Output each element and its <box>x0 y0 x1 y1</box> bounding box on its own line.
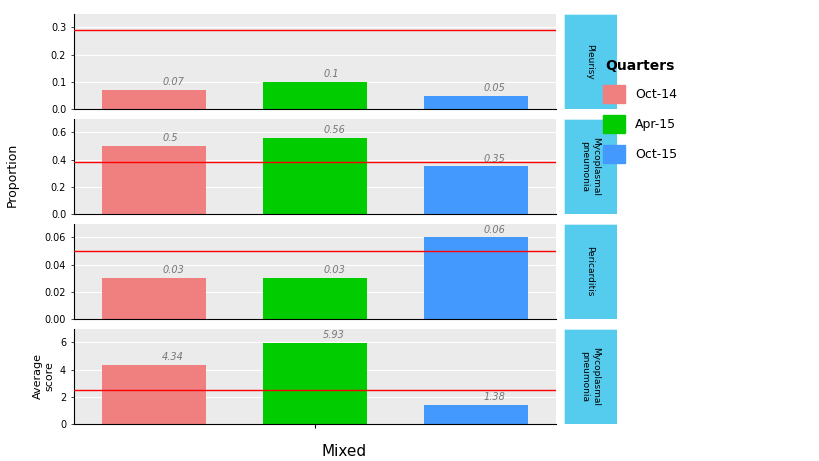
Text: 0.03: 0.03 <box>162 266 184 275</box>
Bar <box>262 138 367 214</box>
Text: 0.05: 0.05 <box>483 83 505 93</box>
Text: 0.5: 0.5 <box>162 133 178 143</box>
Bar <box>102 278 206 319</box>
Bar <box>102 90 206 109</box>
Text: 5.93: 5.93 <box>323 331 345 340</box>
Y-axis label: Average
score: Average score <box>33 354 54 399</box>
Bar <box>423 95 527 109</box>
Text: Proportion: Proportion <box>6 143 19 207</box>
Bar <box>423 166 527 214</box>
Text: 0.35: 0.35 <box>483 154 505 164</box>
Bar <box>262 278 367 319</box>
Bar <box>423 405 527 424</box>
Text: 0.03: 0.03 <box>323 266 345 275</box>
Text: 0.07: 0.07 <box>162 77 184 87</box>
Text: 0.06: 0.06 <box>483 225 505 235</box>
Text: 1.38: 1.38 <box>483 392 505 402</box>
Bar <box>262 343 367 424</box>
Bar <box>102 146 206 214</box>
Text: 4.34: 4.34 <box>162 352 184 362</box>
Bar <box>102 365 206 424</box>
Text: 0.1: 0.1 <box>323 69 338 79</box>
Legend: Oct-14, Apr-15, Oct-15: Oct-14, Apr-15, Oct-15 <box>596 53 683 169</box>
Bar <box>423 237 527 319</box>
Text: 0.56: 0.56 <box>323 125 345 135</box>
Text: Mixed: Mixed <box>321 443 367 459</box>
Bar <box>262 82 367 109</box>
